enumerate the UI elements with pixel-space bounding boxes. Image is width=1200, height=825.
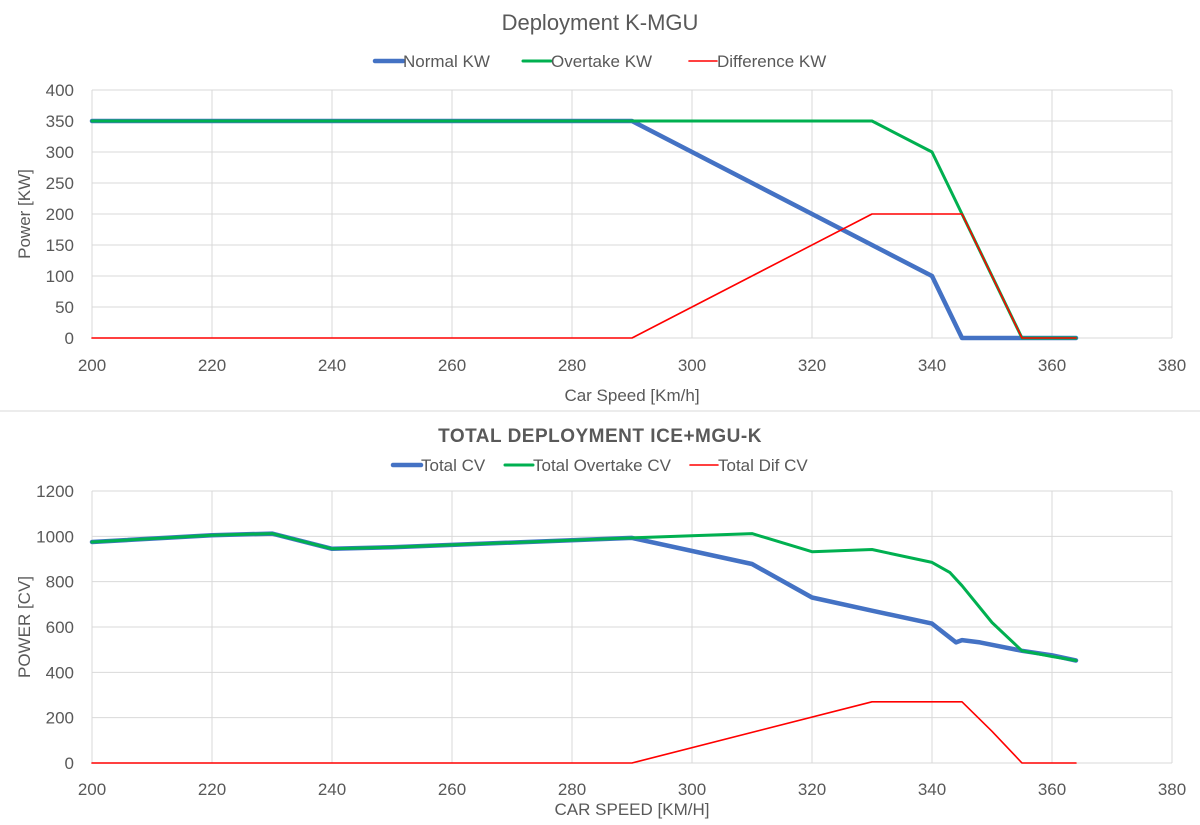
- chart2-y-tick-label: 600: [46, 618, 74, 637]
- chart1-x-tick-label: 240: [318, 356, 346, 375]
- chart1-y-tick-label: 350: [46, 112, 74, 131]
- chart2-title: TOTAL DEPLOYMENT ICE+MGU-K: [438, 426, 762, 447]
- chart1-y-tick-label: 50: [55, 298, 74, 317]
- chart1-y-tick-label: 200: [46, 205, 74, 224]
- chart1-title: Deployment K-MGU: [502, 10, 699, 35]
- chart2-y-tick-label: 1000: [36, 527, 74, 546]
- chart2-x-tick-label: 280: [558, 780, 586, 799]
- chart2-x-tick-label: 220: [198, 780, 226, 799]
- chart1-y-axis-label: Power [KW]: [15, 169, 34, 259]
- chart2-y-tick-label: 200: [46, 709, 74, 728]
- chart1-x-tick-label: 200: [78, 356, 106, 375]
- chart2-x-tick-label: 240: [318, 780, 346, 799]
- chart1-legend-label-1: Normal KW: [403, 52, 490, 71]
- chart2-series-line-1: [89, 531, 1079, 663]
- chart1-y-tick-label: 150: [46, 236, 74, 255]
- chart1-x-tick-label: 280: [558, 356, 586, 375]
- chart1-series-line-1: [89, 118, 1079, 341]
- chart2-series-line-2: [90, 532, 1078, 662]
- chart1-legend-label-2: Overtake KW: [551, 52, 652, 71]
- chart1-series-line-2: [90, 119, 1078, 340]
- chart2-x-tick-label: 300: [678, 780, 706, 799]
- chart2-x-tick-label: 200: [78, 780, 106, 799]
- chart2-legend-label-1: Total CV: [421, 456, 486, 475]
- chart1-series-line-3: [91, 213, 1077, 339]
- chart1-x-tick-label: 320: [798, 356, 826, 375]
- chart1-y-tick-label: 300: [46, 143, 74, 162]
- chart2-y-axis-label: POWER [CV]: [15, 576, 34, 678]
- chart1-x-tick-label: 360: [1038, 356, 1066, 375]
- chart2-y-tick-label: 1200: [36, 482, 74, 501]
- chart2-y-tick-label: 0: [65, 754, 74, 773]
- chart1-x-tick-label: 300: [678, 356, 706, 375]
- chart1-y-tick-label: 100: [46, 267, 74, 286]
- chart2-x-axis-label: CAR SPEED [KM/H]: [555, 800, 710, 819]
- chart2-series-line-3: [91, 700, 1077, 764]
- chart1-y-tick-label: 250: [46, 174, 74, 193]
- chart2-y-tick-label: 800: [46, 573, 74, 592]
- chart1-x-tick-label: 260: [438, 356, 466, 375]
- chart2-x-tick-label: 360: [1038, 780, 1066, 799]
- chart1-x-tick-label: 220: [198, 356, 226, 375]
- chart1-y-tick-label: 0: [65, 329, 74, 348]
- chart1-x-tick-label: 340: [918, 356, 946, 375]
- chart1-y-tick-label: 400: [46, 81, 74, 100]
- chart2-legend-label-3: Total Dif CV: [718, 456, 808, 475]
- chart2-x-tick-label: 320: [798, 780, 826, 799]
- chart1-x-axis-label: Car Speed [Km/h]: [564, 386, 699, 405]
- chart2-x-tick-label: 260: [438, 780, 466, 799]
- chart2-legend-label-2: Total Overtake CV: [533, 456, 672, 475]
- chart2-x-tick-label: 340: [918, 780, 946, 799]
- chart2-x-tick-label: 380: [1158, 780, 1186, 799]
- chart1-legend-label-3: Difference KW: [717, 52, 826, 71]
- chart1-x-tick-label: 380: [1158, 356, 1186, 375]
- chart2-y-tick-label: 400: [46, 663, 74, 682]
